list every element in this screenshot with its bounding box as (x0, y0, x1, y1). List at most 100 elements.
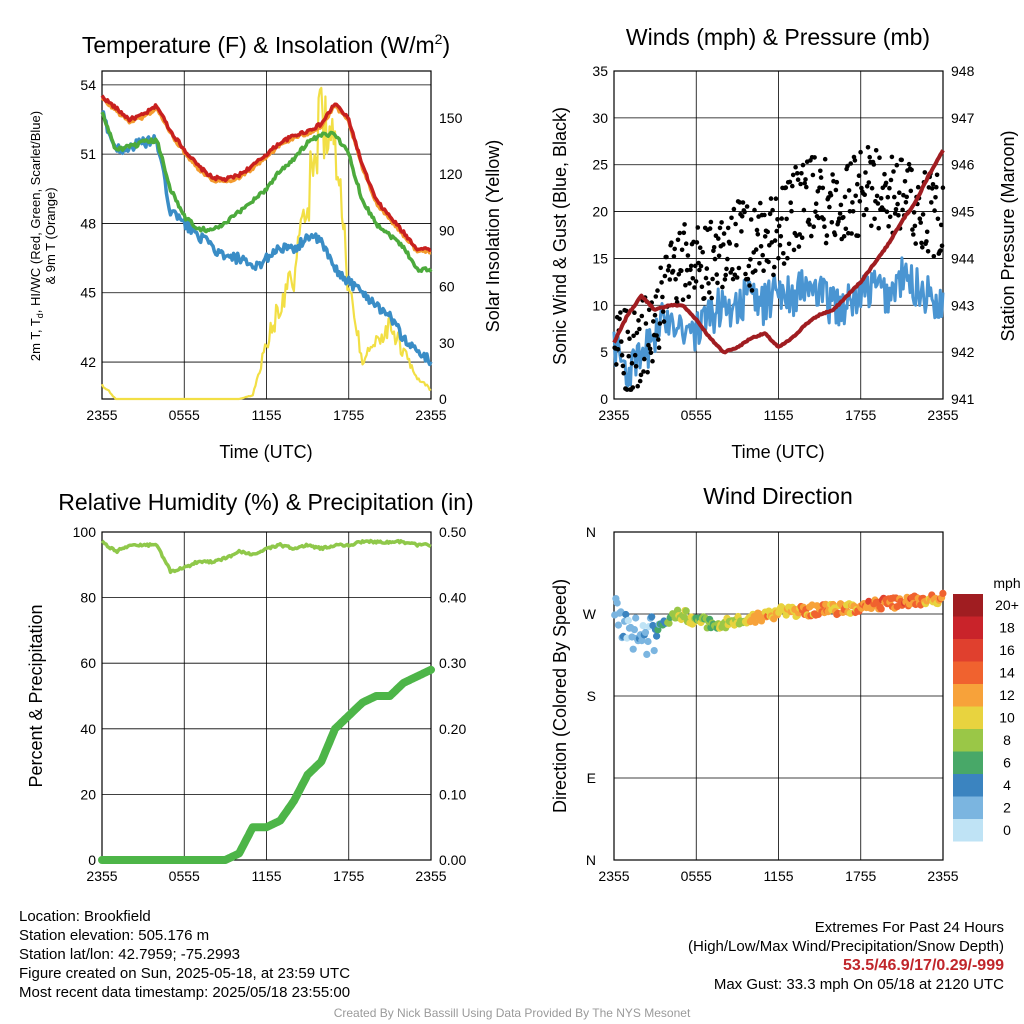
gust-point (894, 162, 900, 168)
temperature-x-tick-label: 0555 (169, 407, 200, 423)
gust-point (853, 193, 858, 199)
humidity-right-tick-label: 0.50 (439, 524, 466, 540)
gust-point (771, 272, 776, 278)
gust-point (707, 226, 713, 231)
gust-point (795, 171, 800, 176)
humidity-right-tick-label: 0.20 (439, 721, 466, 737)
gust-point (683, 241, 689, 246)
gust-point (699, 284, 705, 290)
humidity-right-tick-label: 0.10 (439, 786, 466, 802)
gust-point (758, 200, 763, 206)
gust-point (719, 220, 724, 225)
gust-point (776, 255, 781, 261)
gust-point (899, 157, 904, 163)
gust-point (798, 181, 803, 187)
gust-point (676, 272, 682, 277)
gust-point (887, 214, 893, 220)
gust-point (729, 215, 734, 221)
temperature-right-tick-label: 0 (439, 391, 447, 407)
figure-created: Figure created on Sun, 2025-05-18, at 23… (19, 965, 351, 982)
direction-point (757, 617, 766, 625)
gust-point (754, 227, 760, 233)
gust-point (881, 207, 886, 212)
series-line-relative-humidity (100, 538, 432, 575)
direction-point (654, 626, 662, 634)
gust-point (739, 214, 745, 219)
gust-point (681, 230, 687, 236)
gust-point (675, 237, 681, 243)
gust-point (617, 316, 622, 322)
gust-point (615, 347, 621, 352)
winds-right-tick-label: 942 (951, 344, 975, 360)
gust-point (725, 256, 730, 262)
gust-point (793, 164, 798, 170)
temperature-right-tick-label: 30 (439, 335, 455, 351)
gust-point (903, 200, 909, 205)
humidity-panel: Relative Humidity (%) & Precipitation (i… (26, 489, 474, 884)
gust-point (795, 177, 801, 182)
winds-left-tick-label: 15 (592, 250, 608, 266)
gust-point (906, 161, 912, 167)
series-line-precipitation (98, 665, 435, 864)
gust-point (748, 257, 753, 262)
gust-point (841, 215, 846, 220)
gust-point (791, 247, 797, 253)
gust-point (924, 239, 929, 244)
gust-point (783, 185, 789, 190)
direction-point (648, 613, 656, 621)
gust-point (939, 243, 945, 249)
gust-point (731, 206, 737, 212)
gust-point (664, 254, 669, 260)
gust-point (761, 268, 766, 274)
gust-point (910, 227, 915, 232)
winds-left-tick-label: 35 (592, 63, 608, 79)
gust-point (632, 310, 637, 316)
gust-point (882, 171, 887, 177)
gust-point (841, 234, 847, 239)
gust-point (740, 200, 746, 205)
gust-point (919, 240, 924, 246)
legend-label: 18 (999, 620, 1015, 636)
gust-point (724, 266, 729, 272)
legend-swatch (953, 796, 983, 819)
gust-point (812, 155, 817, 160)
temperature-x-axis-label: Time (UTC) (219, 442, 312, 462)
direction-point (632, 614, 640, 622)
gust-point (646, 307, 652, 313)
gust-point (746, 263, 752, 269)
temperature-x-tick-label: 1755 (333, 407, 364, 423)
winds-left-tick-label: 5 (600, 344, 608, 360)
gust-point (813, 209, 818, 214)
gust-point (766, 259, 771, 265)
humidity-x-tick-label: 0555 (169, 868, 200, 884)
direction-point (682, 607, 690, 615)
direction-left-tick-label: N (586, 524, 596, 540)
direction-point (622, 610, 630, 619)
series-line-td (100, 111, 433, 273)
direction-point (877, 605, 885, 613)
gust-point (633, 364, 639, 369)
direction-x-tick-label: 2355 (927, 868, 958, 884)
gust-point (716, 253, 722, 259)
humidity-left-axis-label: Percent & Precipitation (26, 604, 46, 787)
gust-point (774, 228, 779, 234)
gust-point (645, 369, 650, 375)
direction-point (674, 606, 682, 614)
gust-point (855, 181, 860, 187)
humidity-right-tick-label: 0.00 (439, 852, 466, 868)
direction-x-tick-label: 1755 (845, 868, 876, 884)
gust-point (773, 196, 779, 201)
gust-point (909, 167, 914, 173)
gust-point (656, 345, 662, 351)
gust-point (772, 264, 777, 270)
gust-point (685, 253, 691, 258)
gust-point (933, 195, 938, 200)
gust-point (866, 180, 872, 185)
gust-point (709, 295, 714, 301)
gust-point (784, 216, 789, 222)
gust-point (859, 185, 864, 191)
gust-point (631, 333, 636, 339)
direction-point (939, 589, 947, 598)
gust-point (711, 248, 716, 254)
